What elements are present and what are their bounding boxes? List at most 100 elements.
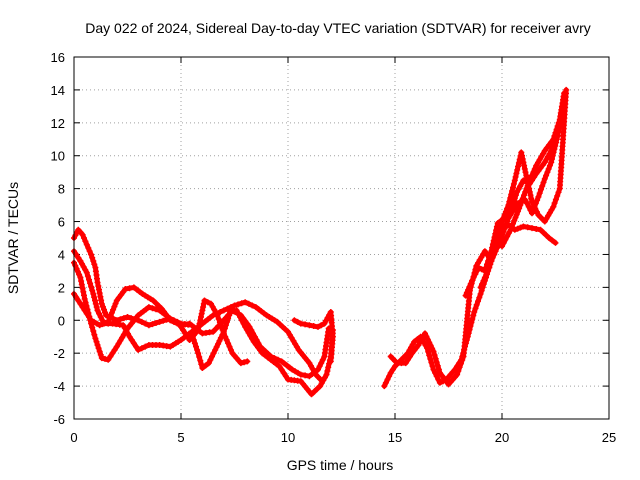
data-point (535, 193, 542, 200)
data-point (541, 175, 548, 182)
data-point (546, 162, 553, 169)
data-point (119, 334, 126, 341)
data-point (83, 269, 90, 276)
data-point (111, 346, 118, 353)
data-point (97, 351, 104, 358)
data-point (316, 363, 323, 370)
data-point (112, 300, 119, 307)
data-point (493, 239, 500, 246)
data-point (97, 314, 104, 320)
data-point (551, 133, 558, 139)
data-point (160, 317, 167, 324)
data-point (551, 200, 558, 207)
data-point (130, 340, 137, 347)
data-point (102, 355, 108, 362)
data-point (477, 284, 484, 291)
data-point (318, 322, 325, 329)
data-point (492, 243, 499, 250)
data-point (549, 237, 556, 244)
data-point (278, 366, 285, 373)
data-point (319, 356, 326, 363)
data-point (128, 337, 135, 343)
data-point (79, 231, 86, 238)
data-point (294, 318, 301, 325)
data-point (435, 376, 442, 383)
data-point (499, 218, 505, 225)
data-point (435, 366, 442, 373)
data-point (429, 363, 436, 370)
data-point (142, 320, 149, 327)
data-point (108, 309, 115, 316)
data-point (540, 179, 547, 186)
data-point (500, 239, 507, 246)
data-point (222, 322, 229, 329)
data-point (235, 301, 242, 308)
data-point (404, 356, 411, 363)
data-point (529, 172, 535, 179)
data-point (215, 340, 222, 347)
data-point (457, 360, 464, 367)
data-point (527, 175, 534, 182)
data-point (504, 218, 511, 225)
data-point (506, 198, 513, 205)
data-point (311, 388, 318, 395)
data-point (402, 360, 409, 367)
data-point (202, 362, 209, 369)
data-point (101, 306, 107, 313)
data-point (500, 215, 507, 222)
data-point (224, 305, 231, 312)
data-point (497, 225, 504, 232)
data-point (89, 254, 96, 261)
data-point (117, 316, 124, 323)
data-point (297, 320, 304, 327)
data-point (218, 323, 225, 330)
data-point (86, 276, 92, 283)
data-point (77, 300, 84, 307)
data-point (508, 191, 515, 198)
data-point (536, 190, 543, 197)
data-point (198, 361, 205, 368)
data-point (543, 172, 550, 179)
data-point (149, 321, 156, 328)
data-point (201, 297, 208, 304)
data-point (223, 337, 230, 343)
data-point (96, 310, 103, 317)
data-point (476, 294, 483, 301)
data-point (496, 229, 503, 236)
data-point (88, 251, 95, 258)
series-track-13 (499, 90, 568, 250)
data-point (561, 90, 568, 97)
data-point (245, 300, 252, 307)
data-point (306, 322, 313, 329)
data-point (498, 222, 505, 229)
data-point (92, 297, 98, 304)
data-point (98, 297, 105, 304)
data-point (90, 258, 97, 264)
data-point (484, 267, 491, 274)
data-point (486, 264, 493, 271)
data-point (501, 212, 508, 218)
data-point (230, 308, 237, 315)
data-point (488, 257, 495, 264)
data-point (470, 312, 477, 319)
data-point (86, 314, 92, 320)
data-point (525, 203, 532, 210)
data-point (227, 346, 234, 353)
data-point (511, 217, 518, 224)
data-point (75, 254, 82, 261)
data-point (505, 202, 512, 209)
data-point (133, 343, 140, 350)
data-point (219, 326, 226, 333)
data-point (214, 312, 221, 319)
series-band (71, 227, 195, 328)
data-point (552, 239, 559, 246)
data-point (528, 195, 535, 202)
data-point (81, 307, 88, 314)
data-point (153, 320, 159, 326)
data-point (207, 356, 214, 363)
y-tick-label: 6 (58, 215, 65, 230)
data-point (91, 294, 98, 301)
data-point (78, 278, 85, 285)
series-track-3 (71, 284, 193, 329)
data-point (522, 188, 529, 195)
